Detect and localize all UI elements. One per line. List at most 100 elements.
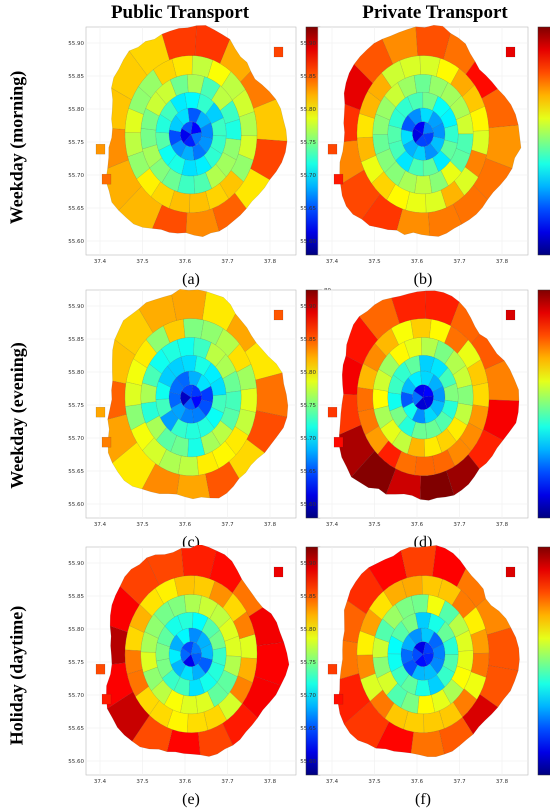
district-polygon [238, 135, 258, 161]
district-polygon [375, 148, 397, 174]
district-polygon [124, 381, 142, 407]
x-tick-label: 37.6 [179, 259, 192, 265]
district-polygon [505, 309, 516, 321]
column-title-public: Public Transport [110, 2, 250, 23]
x-tick-label: 37.8 [496, 779, 509, 785]
row-title-weekday-evening: Weekday (evening) [6, 341, 27, 489]
district-polygon [327, 663, 338, 675]
district-polygon [333, 693, 344, 705]
y-tick-label: 55.85 [300, 594, 316, 600]
district-polygon [240, 387, 258, 413]
district-polygon [350, 450, 396, 495]
y-tick-label: 55.90 [300, 304, 316, 310]
x-tick-label: 37.4 [94, 522, 107, 528]
map-panel-e: 55.60 55.65 55.70 55.75 55.80 55.85 55.90 37.4 3… [64, 545, 342, 789]
y-tick-label: 55.75 [300, 660, 316, 666]
district-polygon [430, 136, 445, 154]
district-polygon [101, 173, 112, 185]
district-polygon [327, 406, 338, 418]
panel-label: (a) [182, 271, 200, 288]
district-polygons [95, 289, 289, 500]
district-polygon [95, 663, 106, 675]
district-polygon [176, 473, 211, 500]
district-polygon [373, 405, 394, 430]
x-tick-label: 37.7 [453, 779, 466, 785]
colorbar [537, 26, 550, 256]
district-polygon [166, 729, 201, 756]
colorbar [537, 289, 550, 519]
district-polygon [410, 318, 432, 339]
x-tick-label: 37.6 [179, 522, 192, 528]
y-tick-label: 55.60 [300, 502, 316, 508]
y-tick-label: 55.65 [300, 469, 316, 475]
y-tick-label: 55.85 [68, 337, 84, 343]
district-polygon [246, 410, 288, 454]
district-polygon [222, 703, 258, 746]
y-tick-label: 55.85 [300, 337, 316, 343]
district-polygon [273, 309, 284, 321]
x-tick-label: 37.8 [496, 522, 509, 528]
district-polygons [327, 545, 520, 758]
y-tick-label: 55.65 [68, 206, 84, 212]
colorbar [537, 546, 550, 776]
y-tick-label: 55.70 [68, 693, 84, 699]
district-polygon [205, 406, 224, 429]
x-tick-label: 37.7 [221, 522, 234, 528]
district-polygon [333, 173, 344, 185]
panel-label: (f) [415, 791, 431, 808]
x-tick-label: 37.6 [411, 779, 424, 785]
district-polygon [173, 676, 190, 697]
choropleth-map: 55.60 55.65 55.70 55.75 55.80 55.85 55.90 37.4 3… [68, 545, 331, 785]
district-polygon [180, 145, 195, 161]
district-polygon [505, 46, 516, 58]
y-tick-label: 55.60 [68, 502, 84, 508]
y-tick-label: 55.75 [300, 140, 316, 146]
y-tick-label: 55.75 [68, 140, 84, 146]
x-tick-label: 37.7 [453, 522, 466, 528]
x-tick-label: 37.6 [411, 522, 424, 528]
map-panel-b: 55.60 55.65 55.70 55.75 55.80 55.85 55.90 37.4 3… [296, 25, 550, 269]
y-tick-label: 55.70 [300, 436, 316, 442]
y-tick-label: 55.90 [300, 41, 316, 47]
y-tick-label: 55.90 [68, 304, 84, 310]
district-polygon [327, 143, 338, 155]
district-polygon [414, 175, 433, 195]
district-polygon [472, 382, 490, 408]
y-tick-label: 55.75 [68, 660, 84, 666]
district-polygon [454, 166, 479, 196]
choropleth-map: 55.60 55.65 55.70 55.75 55.80 55.85 55.90 37.4 3… [68, 288, 331, 528]
y-tick-label: 55.65 [300, 726, 316, 732]
district-polygons [327, 25, 522, 237]
district-polygon [413, 74, 432, 94]
y-tick-label: 55.80 [68, 370, 84, 376]
district-polygon [195, 691, 215, 714]
y-tick-label: 55.65 [68, 469, 84, 475]
y-tick-label: 55.90 [68, 41, 84, 47]
x-tick-label: 37.8 [264, 259, 277, 265]
district-polygon [177, 455, 199, 477]
x-tick-label: 37.5 [368, 522, 381, 528]
district-polygon [425, 419, 442, 440]
district-polygon [411, 664, 426, 681]
y-tick-label: 55.65 [68, 726, 84, 732]
district-polygon [273, 46, 284, 58]
district-polygon [333, 436, 344, 448]
x-tick-label: 37.5 [136, 779, 149, 785]
district-polygon [396, 208, 431, 237]
district-polygon [183, 318, 205, 339]
x-tick-label: 37.4 [326, 259, 339, 265]
y-tick-label: 55.85 [68, 594, 84, 600]
y-tick-label: 55.90 [300, 561, 316, 567]
x-tick-label: 37.5 [368, 779, 381, 785]
x-tick-label: 37.4 [326, 522, 339, 528]
choropleth-map: 55.60 55.65 55.70 55.75 55.80 55.85 55.90 37.4 3… [300, 289, 550, 528]
x-tick-label: 37.7 [221, 259, 234, 265]
y-tick-label: 55.65 [300, 206, 316, 212]
district-polygon [444, 124, 459, 144]
district-polygon [101, 436, 112, 448]
choropleth-map: 55.60 55.65 55.70 55.75 55.80 55.85 55.90 37.4 3… [300, 25, 550, 265]
y-tick-label: 55.70 [68, 436, 84, 442]
district-polygon [410, 730, 445, 758]
x-tick-label: 37.4 [326, 779, 339, 785]
x-tick-label: 37.7 [221, 779, 234, 785]
